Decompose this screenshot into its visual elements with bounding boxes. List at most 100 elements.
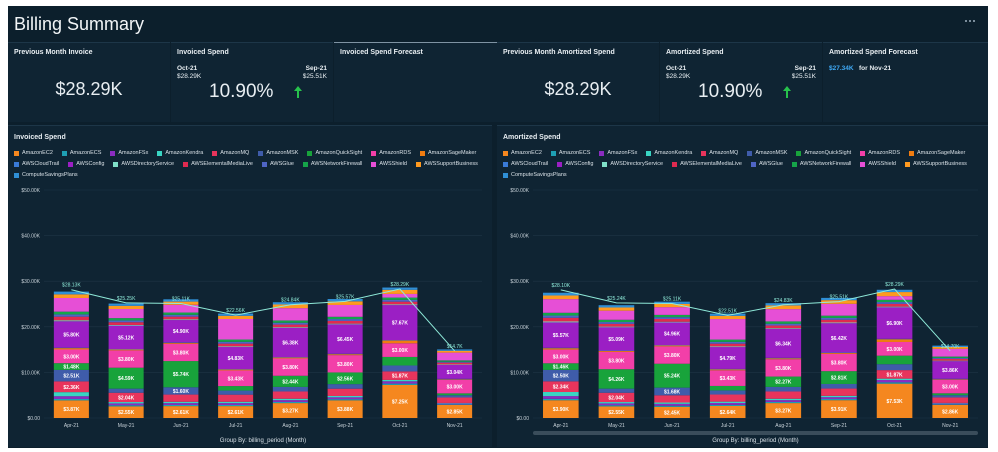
bar-segment xyxy=(709,394,746,402)
bar-segment xyxy=(218,315,254,320)
bar-segment xyxy=(382,305,418,341)
legend-swatch xyxy=(307,150,313,156)
bar-segment xyxy=(598,326,635,328)
legend-swatch xyxy=(646,150,652,156)
legend-swatch xyxy=(61,150,67,156)
total-line xyxy=(71,288,455,352)
bar-segment xyxy=(654,321,690,323)
segment-label: $4.79K xyxy=(720,356,737,362)
segment-label: $2.04K xyxy=(608,395,625,401)
bar-segment xyxy=(327,397,363,400)
up-arrow-icon xyxy=(294,86,302,98)
segment-label: $5.57K xyxy=(553,333,570,339)
bar-segment xyxy=(382,379,418,382)
legend-item: ComputeSavingsPlans xyxy=(503,172,567,178)
bar-segment xyxy=(709,370,746,386)
legend-label: AmazonMQ xyxy=(220,150,250,156)
legend-item: AmazonRDS xyxy=(371,150,411,156)
bar-segment xyxy=(765,305,802,310)
bar-segment xyxy=(543,392,579,397)
bar-segment xyxy=(382,340,418,344)
bar-segment xyxy=(654,346,690,364)
bar-segment xyxy=(598,392,635,403)
segment-label: $2.04K xyxy=(118,395,135,401)
x-tick-label: Nov-21 xyxy=(942,423,958,429)
legend-label: AWSConfig xyxy=(565,161,594,167)
bar-segment xyxy=(821,315,857,318)
bar-segment xyxy=(108,320,144,323)
legend-label: AWSNetworkFirewall xyxy=(310,161,363,167)
bar-segment xyxy=(437,395,473,398)
segment-label: $5.74K xyxy=(173,372,190,378)
bar-segment xyxy=(53,297,89,312)
menu-icon[interactable] xyxy=(964,16,978,26)
bar-segment xyxy=(821,399,857,401)
kpi-card: Previous Month Invoice $28.29K xyxy=(8,42,170,122)
kpi-change: 10.90% xyxy=(209,81,274,102)
total-line xyxy=(560,288,951,352)
segment-label: $3.27K xyxy=(775,409,792,415)
bar-segment xyxy=(382,371,418,380)
bar-segment xyxy=(709,401,746,403)
kpi-title: Amortized Spend xyxy=(666,49,724,56)
bar-segment xyxy=(382,289,418,294)
total-label: $25.11K xyxy=(172,296,191,302)
total-label: $25.25K xyxy=(117,296,136,302)
bar-segment xyxy=(108,318,144,321)
bar-segment xyxy=(108,309,144,319)
bar-segment xyxy=(876,302,913,304)
bar-segment xyxy=(932,404,968,405)
segment-label: $4.90K xyxy=(173,329,190,335)
segment-label: $3.00K xyxy=(392,348,409,354)
legend-swatch xyxy=(904,161,910,167)
bar-segment xyxy=(382,365,418,372)
bar-segment xyxy=(108,305,144,310)
total-label: $25.24K xyxy=(607,296,626,302)
total-label: $25.51K xyxy=(830,295,849,301)
bar-segment xyxy=(272,398,308,401)
legend-item: AWSGlue xyxy=(750,161,783,167)
legend-swatch xyxy=(212,150,218,156)
segment-label: $5.80K xyxy=(63,332,80,338)
bar-segment xyxy=(543,396,579,399)
legend-label: AWSConfig xyxy=(76,161,105,167)
bar-segment xyxy=(876,292,913,297)
bar-segment xyxy=(598,403,635,406)
bar-segment xyxy=(932,393,968,396)
segment-label: $3.00K xyxy=(942,384,959,390)
x-tick-label: Apr-21 xyxy=(64,423,79,429)
y-tick-label: $0.00 xyxy=(516,416,529,422)
bar-segment xyxy=(327,399,363,401)
y-tick-label: $30.00K xyxy=(21,279,40,285)
y-tick-label: $50.00K xyxy=(21,188,40,194)
bar-segment xyxy=(437,397,473,403)
bar-segment xyxy=(709,404,746,406)
bar-segment xyxy=(543,363,579,370)
bar-segment xyxy=(598,307,635,311)
legend-item: AmazonMQ xyxy=(212,150,249,156)
bar-segment xyxy=(53,314,89,317)
bar-segment xyxy=(654,406,690,418)
legend-item: AWSDirectoryService xyxy=(602,161,663,167)
bar-segment xyxy=(53,363,89,370)
bar-segment xyxy=(543,369,579,382)
legend-item: AmazonFSx xyxy=(110,150,148,156)
legend-swatch xyxy=(550,150,556,156)
legend-item: AmazonSageMaker xyxy=(420,150,476,156)
segment-label: $3.91K xyxy=(831,407,848,413)
chart-panel: Invoiced Spend AmazonEC2 AmazonECS AmazonFS… xyxy=(8,125,492,447)
legend-label: AmazonQuickSight xyxy=(315,150,363,156)
bar-segment xyxy=(382,381,418,384)
segment-label: $3.86K xyxy=(942,368,959,374)
kpi-card: Invoiced Spend Oct-21 $28.29K Sep-21 $25.51K… xyxy=(171,42,333,122)
legend-item: AWSElementalMediaLive xyxy=(672,161,742,167)
bar-segment xyxy=(327,355,363,373)
bar-segment xyxy=(108,324,144,326)
legend-label: AmazonFSx xyxy=(607,150,638,156)
legend-label: AmazonSageMaker xyxy=(428,150,477,156)
legend-label: AmazonQuickSight xyxy=(804,150,852,156)
bar-segment xyxy=(163,304,199,313)
bar-segment xyxy=(163,406,199,418)
segment-label: $2.61K xyxy=(228,410,245,416)
legend-item: AWSShield xyxy=(860,161,896,167)
